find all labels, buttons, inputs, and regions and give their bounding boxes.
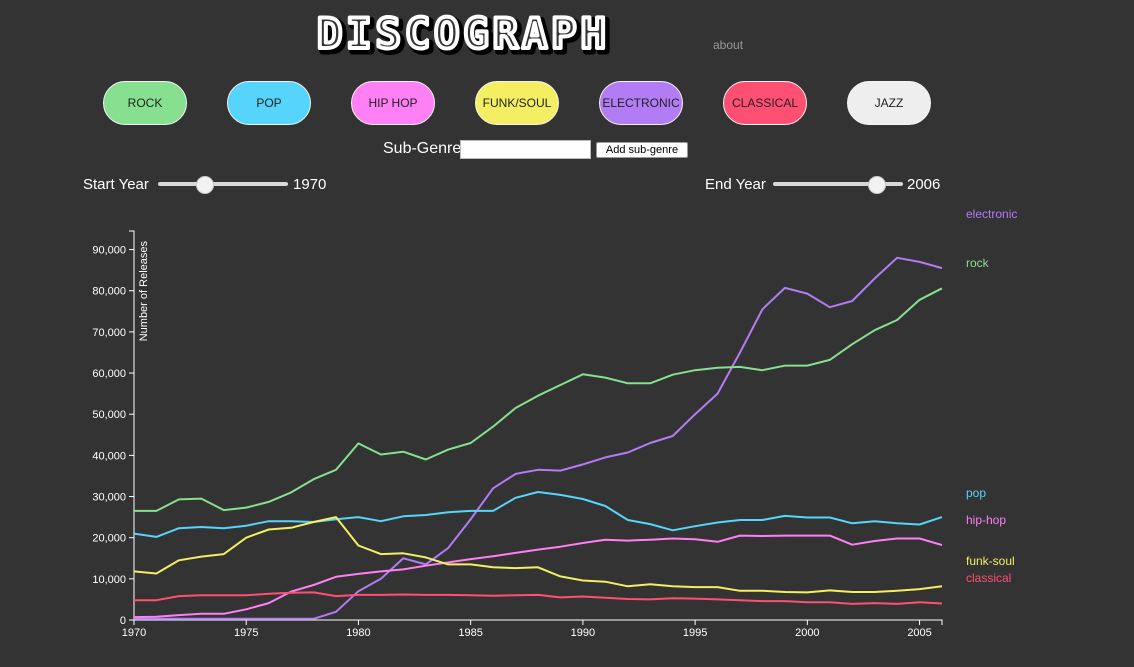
- series-line-funk-soul: [133, 516, 943, 594]
- series-line-rock: [134, 287, 943, 512]
- add-subgenre-button[interactable]: Add sub-genre: [596, 142, 688, 158]
- genre-button-rock[interactable]: ROCK: [103, 81, 187, 125]
- series-line-hip-hop: [133, 534, 943, 619]
- genre-button-label: POP: [256, 96, 282, 110]
- y-tick-label: 60,000: [92, 368, 126, 380]
- genre-button-classical[interactable]: CLASSICAL: [723, 81, 807, 125]
- slider-track: [158, 182, 288, 186]
- genre-button-label: JAZZ: [874, 96, 904, 110]
- genre-button-jazz[interactable]: JAZZ: [847, 81, 931, 125]
- y-axis-domain: [129, 230, 135, 621]
- slider-track: [773, 182, 903, 186]
- y-tick-label: 40,000: [92, 450, 126, 462]
- slider-thumb[interactable]: [195, 176, 214, 194]
- series-label-funk-soul: funk-soul: [966, 554, 1015, 568]
- about-link[interactable]: about: [713, 38, 744, 52]
- series-label-hip-hop: hip-hop: [966, 513, 1006, 527]
- y-tick-label: 50,000: [92, 409, 126, 421]
- y-axis-label: Number of Releases: [138, 241, 150, 342]
- x-tick-label: 1980: [346, 627, 370, 639]
- genre-button-funk-soul[interactable]: FUNK/SOUL: [475, 81, 559, 125]
- start-year-value: 1970: [293, 176, 327, 193]
- series-label-classical: classical: [966, 571, 1011, 585]
- y-tick-label: 10,000: [92, 574, 126, 586]
- y-tick-label: 20,000: [92, 533, 126, 545]
- series-labels: electronic rock pop hip-hop funk-soul classic…: [966, 207, 1017, 585]
- series-line-electronic: [134, 256, 943, 620]
- subgenre-label: Sub-Genre: [383, 140, 462, 157]
- svg-text:DISCOGRAPH: DISCOGRAPH: [320, 12, 613, 58]
- x-axis-domain: [133, 619, 943, 625]
- x-tick-label: 1975: [234, 627, 258, 639]
- genre-button-electronic[interactable]: ELECTRONIC: [599, 81, 683, 125]
- x-tick-label: 1970: [122, 627, 146, 639]
- x-axis: 1970 1975 1980 1985 1990 1995 2000 2005: [122, 619, 943, 639]
- slider-thumb[interactable]: [867, 176, 886, 194]
- end-year-label: End Year: [705, 176, 766, 193]
- y-axis: 0 10,000 20,000 30,000 40,000 50,000 60,000 70,…: [92, 230, 135, 627]
- x-tick-label: 1985: [458, 627, 482, 639]
- end-year-slider[interactable]: [773, 176, 903, 194]
- x-tick-label: 2005: [907, 627, 931, 639]
- series-line-pop: [133, 491, 943, 538]
- y-tick-label: 70,000: [92, 327, 126, 339]
- series-label-electronic: electronic: [966, 207, 1017, 221]
- y-tick-label: 30,000: [92, 492, 126, 504]
- x-tick-label: 1995: [683, 627, 707, 639]
- genre-button-label: ELECTRONIC: [602, 96, 680, 110]
- svg-text:DISCOGRAPH: DISCOGRAPH: [317, 9, 610, 58]
- genre-button-label: FUNK/SOUL: [482, 96, 552, 110]
- genre-button-label: HIP HOP: [368, 96, 418, 110]
- y-tick-label: 80,000: [92, 286, 126, 298]
- genre-button-hip-hop[interactable]: HIP HOP: [351, 81, 435, 125]
- series-lines: [133, 256, 943, 620]
- genre-button-label: ROCK: [127, 96, 163, 110]
- x-tick-label: 1990: [571, 627, 595, 639]
- start-year-label: Start Year: [83, 176, 149, 193]
- end-year-value: 2006: [907, 176, 941, 193]
- series-label-pop: pop: [966, 486, 986, 500]
- y-tick-label: 0: [120, 615, 126, 627]
- genre-button-label: CLASSICAL: [731, 96, 799, 110]
- genre-button-pop[interactable]: POP: [227, 81, 311, 125]
- series-label-rock: rock: [966, 256, 990, 270]
- y-tick-label: 90,000: [92, 245, 126, 257]
- x-tick-label: 2000: [795, 627, 819, 639]
- start-year-slider[interactable]: [158, 176, 288, 194]
- subgenre-input[interactable]: [460, 140, 591, 159]
- series-line-classical: [134, 591, 943, 605]
- discograph-logo: DISCOGRAPH DISCOGRAPH: [312, 7, 702, 65]
